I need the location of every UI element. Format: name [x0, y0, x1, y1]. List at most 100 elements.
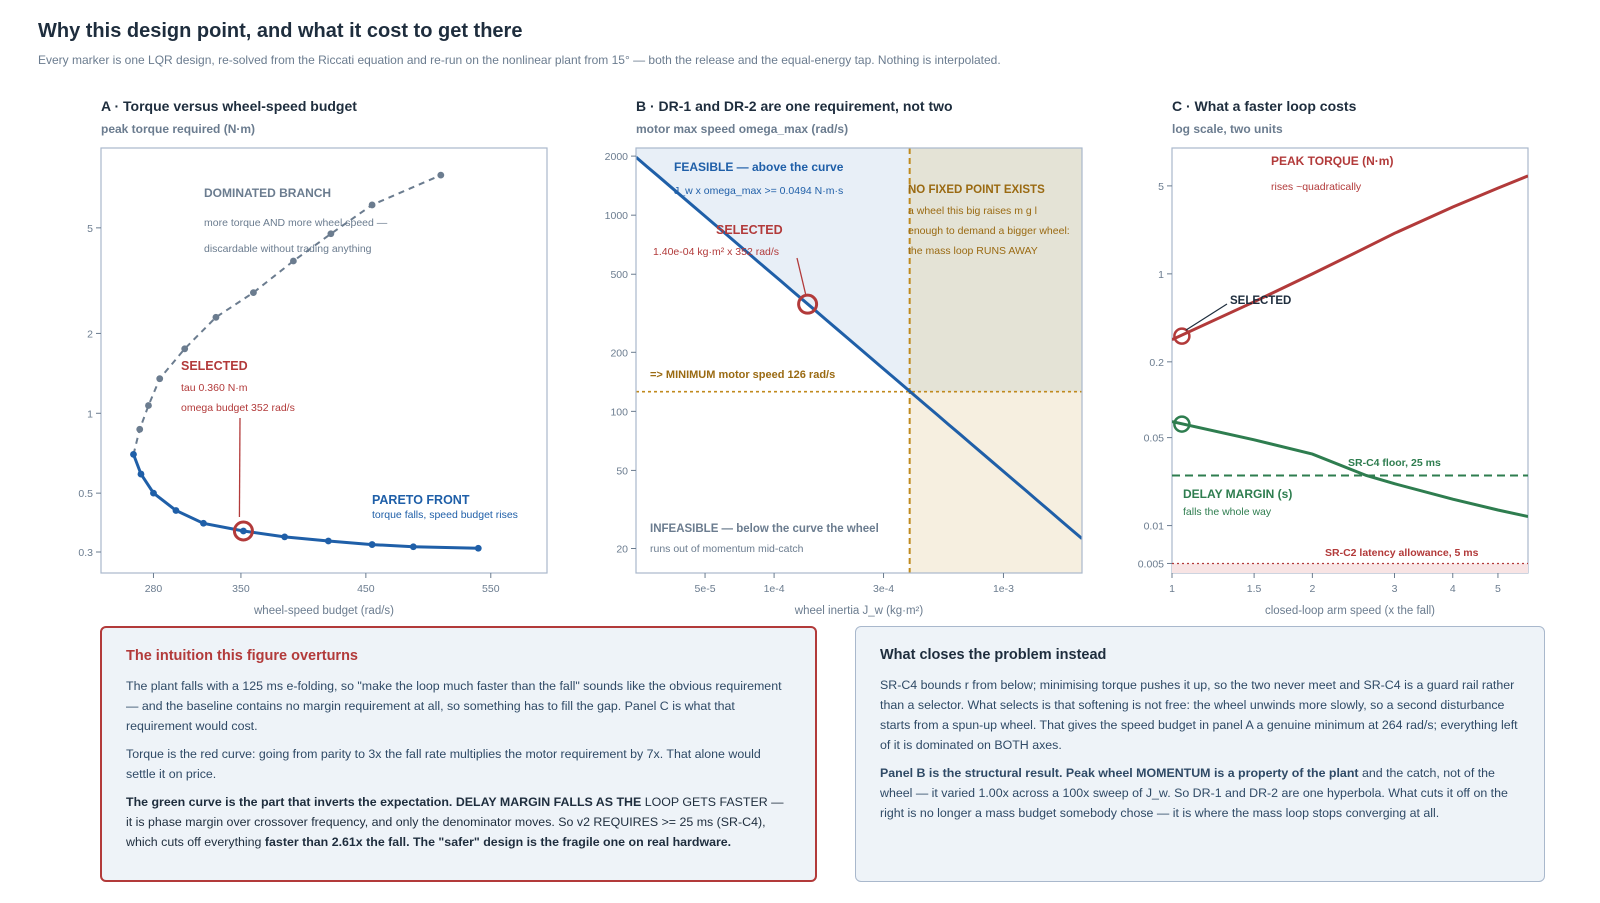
y-tick-label: 2 [87, 328, 93, 340]
delay-margin-line [1172, 420, 1528, 518]
panel-c-xlabel: closed-loop arm speed (x the fall) [1265, 605, 1435, 617]
latency-band [1172, 563, 1528, 573]
panel-a-selected-title: SELECTED [181, 359, 248, 373]
dominated-point [156, 375, 164, 383]
x-tick-label: 4 [1450, 583, 1456, 595]
x-tick-label: 350 [232, 583, 250, 595]
no-fixed-point-line3: the mass loop RUNS AWAY [908, 245, 1038, 257]
dominated-branch-line [132, 174, 442, 455]
panel-b-xlabel: wheel inertia J_w (kg·m²) [794, 605, 924, 617]
panel-c-selected-delay-marker [1173, 415, 1191, 433]
pareto-point [130, 450, 137, 458]
y-tick-label: 0.01 [1144, 521, 1165, 533]
panel-b-selected-leader [796, 257, 807, 295]
closure-note: What closes the problem instead SR-C4 bo… [855, 626, 1545, 882]
y-tick-label: 100 [610, 406, 628, 418]
peak-torque-subtitle: rises ~quadratically [1271, 181, 1362, 193]
x-tick-label: 450 [357, 583, 375, 595]
pareto-front-subtitle: torque falls, speed budget rises [372, 509, 518, 521]
dominated-branch-title: DOMINATED BRANCH [204, 186, 331, 200]
panel-c-axes: 1 1.5 2 3 4 5 0.005 0.01 0.05 0.2 1 5 [1138, 181, 1501, 595]
panel-b-axes: 5e-5 1e-4 3e-4 1e-3 20 50 100 200 500 1000 2000 [605, 151, 1014, 595]
runaway-region-upper [909, 148, 1082, 392]
y-tick-label: 5 [87, 223, 93, 235]
panel-c-ylabel: log scale, two units [1172, 122, 1283, 136]
intuition-note-title: The intuition this figure overturns [126, 648, 358, 664]
intuition-note-para3-rest: LOOP GETS FASTER — it is phase margin ov… [126, 795, 784, 849]
no-fixed-point-line2: enough to demand a bigger wheel: [908, 225, 1070, 237]
panel-a-selected-omega: omega budget 352 rad/s [181, 402, 295, 414]
dominated-point [437, 171, 445, 179]
panel-a-ylabel: peak torque required (N·m) [101, 122, 255, 136]
dominated-point [181, 345, 189, 353]
latency-allowance-label: SR-C2 latency allowance, 5 ms [1325, 547, 1479, 559]
pareto-point [409, 543, 417, 551]
delay-margin-subtitle: falls the whole way [1183, 506, 1272, 518]
runaway-region-lower [909, 391, 1082, 573]
y-tick-label: 500 [610, 269, 628, 281]
no-fixed-point-title: NO FIXED POINT EXISTS [908, 184, 1045, 196]
x-tick-label: 1e-4 [764, 583, 785, 595]
panel-c-selected-label: SELECTED [1230, 295, 1291, 307]
x-tick-label: 280 [145, 583, 163, 595]
y-tick-label: 1 [1158, 269, 1164, 281]
pareto-point [240, 527, 247, 535]
pareto-point [368, 541, 376, 548]
peak-torque-title: PEAK TORQUE (N·m) [1271, 154, 1393, 168]
y-tick-label: 0.5 [78, 488, 93, 500]
y-tick-label: 0.05 [1144, 433, 1165, 445]
intuition-note-para1: The plant falls with a 125 ms e-folding,… [126, 679, 782, 733]
panel-a-selected-tau: tau 0.360 N·m [181, 382, 248, 394]
panel-b-selected-title: SELECTED [716, 223, 783, 237]
panel-b-selected-marker [797, 293, 819, 315]
feasible-title: FEASIBLE — above the curve [674, 160, 844, 174]
sr-c4-floor-label: SR-C4 floor, 25 ms [1348, 457, 1441, 469]
intuition-note: The intuition this figure overturns The … [100, 626, 817, 882]
dominated-point [145, 402, 152, 409]
panel-b-title: B · DR-1 and DR-2 are one requirement, n… [636, 98, 953, 114]
y-tick-label: 1000 [605, 210, 629, 222]
delay-margin-title: DELAY MARGIN (s) [1183, 487, 1292, 501]
pareto-point [150, 489, 157, 497]
panel-c-selected-leader [1185, 303, 1228, 331]
dominated-point [289, 257, 297, 265]
dominated-point [327, 230, 335, 238]
closure-note-para2: Panel B is the structural result. Peak w… [880, 763, 1520, 823]
y-tick-label: 5 [1158, 181, 1164, 193]
feasible-subtitle: J_w x omega_max >= 0.0494 N·m·s [674, 185, 843, 197]
intuition-note-para3: The green curve is the part that inverts… [126, 792, 791, 852]
panel-b-ylabel: motor max speed omega_max (rad/s) [636, 122, 848, 136]
y-tick-label: 2000 [605, 151, 629, 163]
no-fixed-point-line1: a wheel this big raises m g l [908, 205, 1037, 217]
dominated-branch-line1: more torque AND more wheel speed — [204, 217, 388, 229]
pareto-point [172, 507, 180, 514]
closure-note-para2-rest: and the catch, not of the wheel — it var… [880, 766, 1508, 820]
closure-note-title: What closes the problem instead [880, 647, 1107, 663]
panel-a-axes: 280 350 450 550 0.3 0.5 1 2 5 [78, 223, 499, 595]
panel-a-selected-leader [238, 417, 241, 517]
y-tick-label: 0.2 [1149, 357, 1164, 369]
dominated-point [212, 313, 220, 321]
x-tick-label: 1 [1169, 583, 1175, 595]
intuition-note-para3-end: faster than 2.61x the fall. The "safer" … [264, 835, 732, 849]
infeasible-subtitle: runs out of momentum mid-catch [650, 543, 804, 555]
pareto-point [474, 544, 482, 552]
peak-torque-line [1172, 174, 1528, 342]
closure-note-para2-bold: Panel B is the structural result. Peak w… [880, 766, 1359, 780]
dominated-point [136, 425, 144, 433]
intuition-note-para3-bold: The green curve is the part that inverts… [126, 795, 642, 809]
pareto-point [281, 533, 289, 541]
y-tick-label: 50 [616, 465, 628, 477]
intuition-note-para2: Torque is the red curve: going from pari… [126, 747, 761, 781]
panel-b-selected-subtitle: 1.40e-04 kg·m² x 352 rad/s [653, 246, 779, 258]
panel-c-title: C · What a faster loop costs [1172, 98, 1357, 114]
x-tick-label: 5e-5 [695, 583, 716, 595]
x-tick-label: 3e-4 [873, 583, 894, 595]
pareto-point [324, 537, 332, 545]
x-tick-label: 2 [1309, 583, 1315, 595]
pareto-point [200, 519, 207, 527]
x-tick-label: 1e-3 [993, 583, 1014, 595]
panel-a-xlabel: wheel-speed budget (rad/s) [253, 605, 394, 617]
dominated-point [368, 201, 376, 209]
